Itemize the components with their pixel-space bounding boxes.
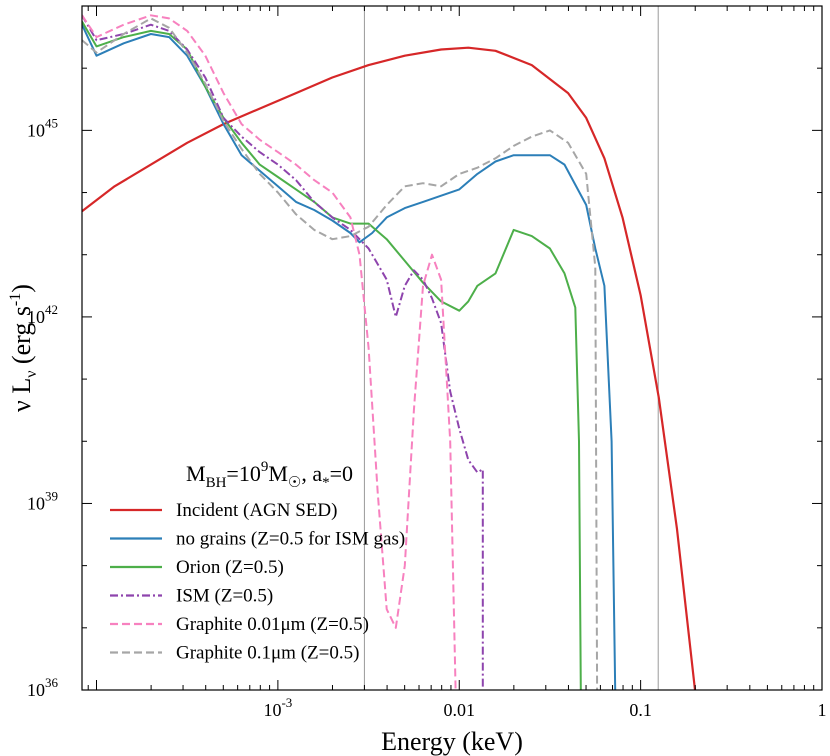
annot-m: M: [186, 461, 206, 486]
x-tick-label-0: 10-3: [263, 695, 292, 720]
legend: Incident (AGN SED) no grains (Z=0.5 for I…: [110, 500, 405, 664]
series-line-4: [82, 14, 457, 690]
x-tick-label-2: 0.1: [629, 700, 652, 720]
series-line-3: [82, 14, 484, 690]
annot-star: *: [322, 475, 330, 491]
x-tick-label-3: 1: [818, 700, 827, 720]
annot-exp: 9: [261, 459, 269, 475]
y-axis-title: ν Lν (erg s-1): [7, 284, 40, 412]
plot-frame: [81, 5, 823, 691]
legend-label-5: Graphite 0.1μm (Z=0.5): [176, 643, 359, 664]
annot-sun: ☉: [288, 475, 301, 491]
annot-zero: =0: [330, 461, 353, 486]
y-tick-label-2: 1042: [27, 302, 58, 327]
annot-m2: M: [268, 461, 288, 486]
mass-spin-annotation: MBH=109M☉, a*=0: [186, 459, 353, 491]
annot-eq: =10: [226, 461, 260, 486]
annot-a: , a: [301, 461, 322, 486]
legend-label-1: no grains (Z=0.5 for ISM gas): [176, 529, 405, 550]
series-lines: [82, 14, 697, 690]
y-tick-label-0: 1036: [27, 675, 59, 700]
x-tick-label-1: 0.01: [444, 700, 476, 720]
y-axis-title-main: ν L: [7, 378, 36, 412]
y-axis-title-close: ): [7, 284, 36, 293]
y-axis-title-sup: -1: [7, 293, 24, 306]
y-axis-title-unit: (erg s: [7, 306, 36, 371]
series-line-2: [82, 20, 582, 690]
series-line-0: [82, 46, 697, 690]
series-line-1: [82, 24, 617, 690]
y-axis-title-sub: ν: [23, 371, 40, 378]
legend-label-2: Orion (Z=0.5): [176, 557, 284, 578]
y-tick-label-3: 1045: [27, 115, 58, 140]
legend-label-0: Incident (AGN SED): [176, 500, 337, 521]
legend-label-3: ISM (Z=0.5): [176, 586, 273, 607]
x-axis-title: Energy (keV): [381, 727, 523, 756]
legend-label-4: Graphite 0.01μm (Z=0.5): [176, 614, 369, 635]
axis-ticks: 10-3 0.01 0.1 1 1036 1039 1042 1045: [27, 5, 827, 720]
y-tick-label-1: 1039: [27, 488, 58, 513]
vertical-reference-lines: [363, 6, 659, 690]
annot-bh: BH: [206, 475, 227, 491]
series-line-5: [82, 17, 599, 690]
